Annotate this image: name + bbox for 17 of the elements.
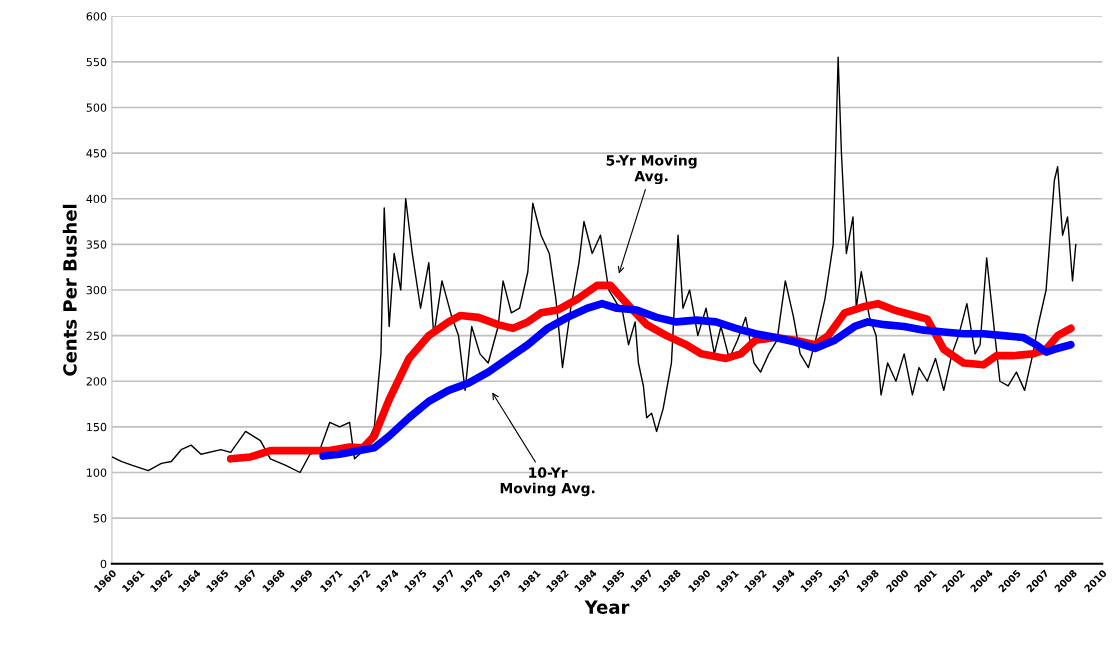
y-tick-label: 500 <box>86 103 107 112</box>
y-tick-label: 600 <box>86 12 107 21</box>
x-axis-title: Year <box>584 600 630 614</box>
annotation: 10-Yr Moving Avg. <box>500 467 595 497</box>
y-tick-label: 200 <box>86 377 107 386</box>
y-tick-label: 50 <box>93 514 107 523</box>
y-tick-label: 550 <box>86 57 107 67</box>
y-tick-label: 350 <box>86 240 107 249</box>
y-tick-label: 0 <box>100 559 107 569</box>
y-tick-label: 150 <box>87 422 107 432</box>
annotation: 5-Yr Moving Avg. <box>606 154 697 185</box>
y-axis-title: Cents Per Bushel <box>62 204 77 376</box>
y-tick-label: 300 <box>86 285 107 295</box>
y-tick-label: 400 <box>86 194 107 204</box>
y-tick-label: 100 <box>87 468 107 477</box>
y-tick-label: 250 <box>86 331 107 340</box>
y-tick-label: 450 <box>86 149 107 158</box>
